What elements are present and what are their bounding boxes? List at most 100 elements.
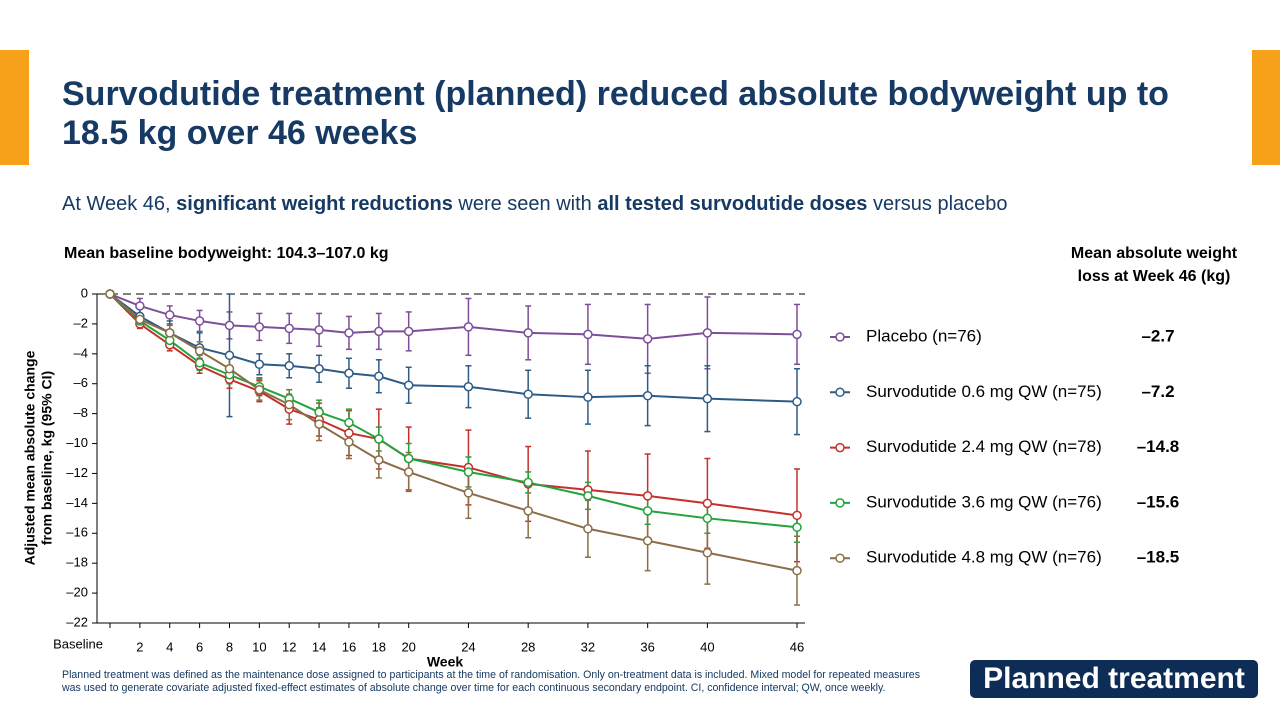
accent-bar bbox=[0, 50, 29, 165]
point bbox=[224, 364, 235, 374]
badge: Planned treatment bbox=[970, 660, 1258, 698]
point bbox=[463, 322, 474, 332]
subtitle-part: At Week 46, bbox=[62, 193, 177, 215]
y-tick-label: –2 bbox=[74, 315, 88, 330]
point bbox=[374, 371, 384, 381]
point bbox=[792, 329, 802, 340]
y-tick-label: –16 bbox=[66, 525, 88, 540]
point bbox=[344, 328, 354, 338]
point bbox=[314, 325, 324, 335]
legend-marker bbox=[835, 553, 845, 563]
y-tick-label: 0 bbox=[81, 285, 88, 300]
point bbox=[135, 301, 145, 311]
point bbox=[642, 491, 653, 501]
footnote: Planned treatment was defined as the mai… bbox=[62, 669, 920, 694]
point bbox=[463, 488, 474, 498]
point bbox=[254, 384, 265, 395]
legend-marker bbox=[835, 332, 845, 342]
x-tick-label: 18 bbox=[372, 639, 386, 654]
point bbox=[403, 380, 414, 390]
point bbox=[224, 320, 235, 331]
point bbox=[314, 419, 324, 429]
point bbox=[194, 316, 205, 326]
subtitle-part: versus placebo bbox=[867, 193, 1008, 215]
x-tick-label: 20 bbox=[401, 639, 415, 654]
week46-value: –15.6 bbox=[1137, 492, 1180, 511]
point bbox=[463, 381, 474, 392]
week46-value: –7.2 bbox=[1141, 382, 1174, 401]
point bbox=[284, 399, 294, 410]
point bbox=[583, 329, 593, 340]
legend-label: Placebo (n=76) bbox=[866, 326, 982, 345]
legend-label: Survodutide 4.8 mg QW (n=76) bbox=[866, 548, 1102, 567]
y-tick-label: –8 bbox=[74, 405, 88, 420]
legend-marker bbox=[835, 442, 845, 453]
accent-bar bbox=[1252, 50, 1280, 165]
point bbox=[374, 455, 384, 465]
x-axis-label: Week bbox=[427, 654, 464, 670]
point bbox=[344, 428, 354, 438]
point bbox=[224, 350, 235, 361]
x-tick-label: 4 bbox=[166, 639, 173, 654]
x-tick-label: 24 bbox=[461, 639, 475, 654]
point bbox=[792, 565, 802, 576]
subtitle-part: significant weight reductions bbox=[176, 193, 453, 215]
x-tick-label: 32 bbox=[581, 639, 595, 654]
x-tick-label: 40 bbox=[700, 639, 714, 654]
y-axis-label: from baseline, kg (95% CI) bbox=[39, 371, 55, 545]
y-axis-label: Adjusted mean absolute change bbox=[22, 350, 38, 565]
y-tick-label: –12 bbox=[66, 465, 88, 480]
x-tick-label: 14 bbox=[312, 639, 326, 654]
point bbox=[792, 522, 802, 533]
x-tick-label: 12 bbox=[282, 639, 296, 654]
x-tick-label: 6 bbox=[196, 639, 203, 654]
subtitle-part: were seen with bbox=[452, 193, 598, 215]
point bbox=[702, 547, 713, 558]
point bbox=[642, 390, 653, 401]
point bbox=[314, 407, 324, 417]
x-tick-label: 8 bbox=[226, 639, 233, 654]
series-line bbox=[109, 293, 798, 403]
y-tick-label: –10 bbox=[66, 435, 88, 450]
week46-value: –14.8 bbox=[1137, 437, 1180, 456]
point bbox=[583, 524, 593, 534]
point bbox=[702, 393, 713, 404]
point bbox=[523, 328, 533, 338]
point bbox=[642, 536, 653, 546]
point bbox=[523, 506, 533, 516]
point bbox=[254, 322, 265, 332]
point bbox=[792, 396, 802, 407]
point bbox=[194, 346, 205, 356]
legend-label: Survodutide 3.6 mg QW (n=76) bbox=[866, 492, 1102, 511]
point bbox=[344, 437, 354, 447]
point bbox=[523, 477, 533, 488]
y-tick-label: –22 bbox=[66, 614, 88, 629]
point bbox=[583, 392, 593, 402]
week46-value: –18.5 bbox=[1137, 548, 1180, 567]
point bbox=[284, 361, 294, 371]
legend-label: Survodutide 0.6 mg QW (n=75) bbox=[866, 382, 1102, 401]
x-tick-label: 36 bbox=[640, 639, 654, 654]
point bbox=[403, 467, 414, 477]
point bbox=[583, 491, 593, 501]
week46-value: –2.7 bbox=[1141, 326, 1174, 345]
point bbox=[702, 498, 713, 509]
y-tick-label: –6 bbox=[74, 375, 88, 390]
x-tick-label: 2 bbox=[136, 639, 143, 654]
x-tick-label: Baseline bbox=[53, 636, 103, 651]
annotation: Mean baseline bodyweight: 104.3–107.0 kg bbox=[64, 245, 389, 262]
y-tick-label: –18 bbox=[66, 555, 88, 570]
legend-marker bbox=[835, 387, 845, 398]
point bbox=[642, 506, 653, 516]
point bbox=[164, 328, 175, 338]
x-tick-label: 28 bbox=[521, 639, 535, 654]
point bbox=[642, 334, 653, 344]
point bbox=[463, 467, 474, 477]
series-line bbox=[109, 293, 798, 340]
slide-title: Survodutide treatment (planned) reduced … bbox=[62, 75, 1169, 152]
y-tick-label: –4 bbox=[74, 345, 88, 360]
point bbox=[135, 314, 145, 325]
point bbox=[164, 310, 175, 320]
point bbox=[374, 326, 384, 337]
